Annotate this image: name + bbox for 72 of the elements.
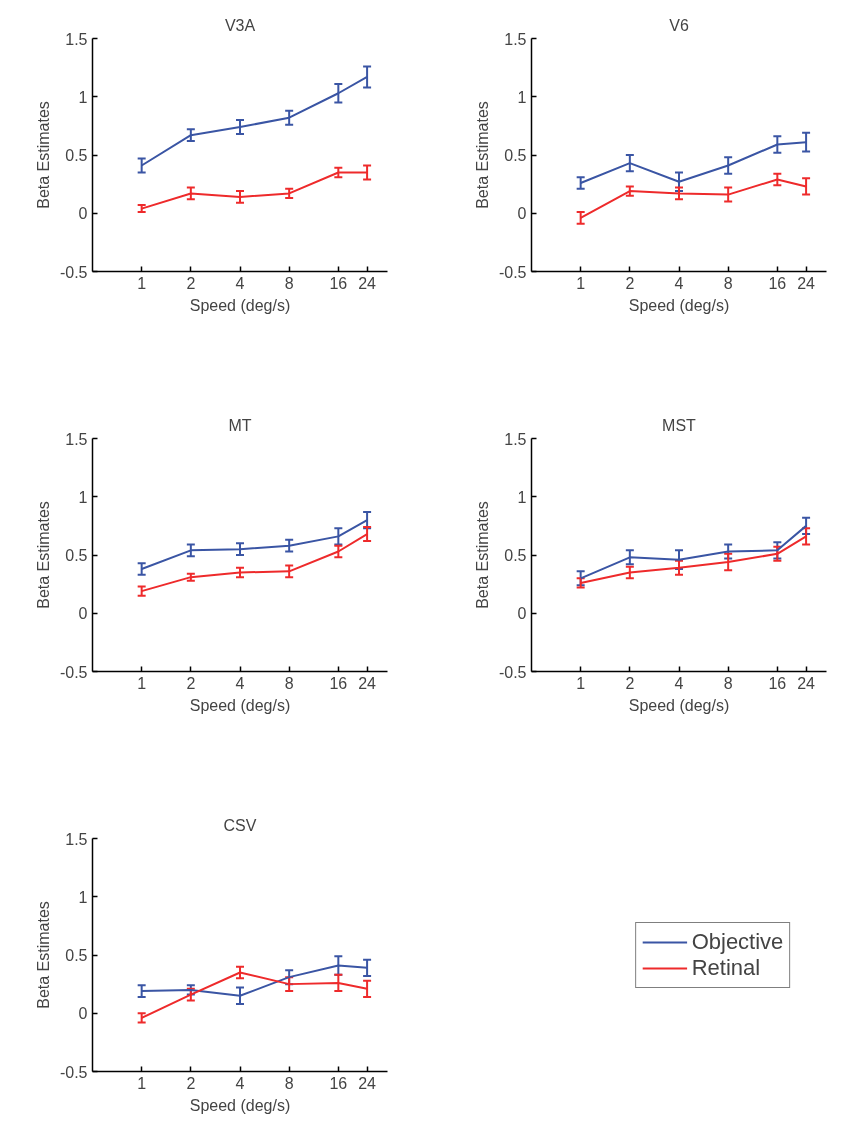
y-tick-label: 1.5 — [65, 830, 88, 848]
x-tick-label: 1 — [137, 674, 147, 692]
x-tick-label: 24 — [797, 274, 816, 292]
y-tick-label: 1 — [78, 88, 88, 106]
y-tick-label: 0 — [78, 1005, 88, 1023]
y-tick-label: 0 — [78, 205, 88, 223]
y-tick-label: 1 — [517, 488, 527, 506]
y-tick-label: -0.5 — [498, 663, 527, 681]
y-tick-label: 0.5 — [65, 147, 88, 164]
y-axis-title: Beta Estimates — [34, 901, 52, 1009]
x-tick-label: 8 — [284, 274, 294, 292]
chart-title: V6 — [669, 16, 689, 34]
x-axis-title: Speed (deg/s) — [628, 296, 730, 314]
chart-title: MST — [662, 416, 697, 434]
y-tick-label: 0.5 — [504, 547, 527, 564]
x-tick-label: 24 — [797, 674, 816, 692]
y-axis-title: Beta Estimates — [473, 101, 491, 209]
y-axis-title: Beta Estimates — [473, 501, 491, 609]
x-tick-label: 4 — [674, 674, 684, 692]
x-tick-label: 8 — [284, 1074, 294, 1092]
x-tick-label: 16 — [768, 274, 787, 292]
x-tick-label: 1 — [576, 674, 586, 692]
y-tick-label: 0.5 — [504, 147, 527, 164]
y-tick-label: 0 — [517, 205, 527, 223]
y-tick-label: 1.5 — [65, 30, 88, 48]
x-tick-label: 2 — [625, 674, 635, 692]
x-tick-label: 24 — [358, 1074, 377, 1092]
x-tick-label: 1 — [576, 274, 586, 292]
y-tick-label: 1.5 — [504, 30, 527, 48]
y-tick-label: 0 — [517, 605, 527, 623]
y-tick-label: 0.5 — [65, 947, 88, 964]
x-tick-label: 16 — [329, 674, 348, 692]
x-axis-title: Speed (deg/s) — [189, 296, 291, 314]
x-tick-label: 4 — [235, 674, 245, 692]
chart-title: V3A — [224, 16, 256, 34]
x-axis-title: Speed (deg/s) — [628, 696, 730, 714]
y-tick-label: -0.5 — [498, 263, 527, 281]
y-tick-label: 0 — [78, 605, 88, 623]
x-tick-label: 24 — [358, 674, 377, 692]
x-tick-label: 4 — [674, 274, 684, 292]
x-tick-label: 16 — [329, 274, 348, 292]
x-axis-title: Speed (deg/s) — [189, 1096, 291, 1114]
x-tick-label: 4 — [235, 274, 245, 292]
y-tick-label: 1.5 — [65, 430, 88, 448]
y-axis-title: Beta Estimates — [34, 101, 52, 209]
chart-title: CSV — [223, 816, 257, 834]
x-axis-title: Speed (deg/s) — [189, 696, 291, 714]
y-tick-label: 1 — [78, 888, 88, 906]
x-tick-label: 2 — [186, 674, 196, 692]
y-tick-label: -0.5 — [59, 663, 88, 681]
x-tick-label: 8 — [284, 674, 294, 692]
legend-label: Retinal — [691, 954, 761, 981]
y-tick-label: 1 — [78, 488, 88, 506]
x-tick-label: 1 — [137, 1074, 147, 1092]
x-tick-label: 16 — [768, 674, 787, 692]
x-tick-label: 4 — [235, 1074, 245, 1092]
y-tick-label: 0.5 — [65, 547, 88, 564]
x-tick-label: 8 — [723, 274, 733, 292]
y-tick-label: 1 — [517, 88, 527, 106]
x-tick-label: 2 — [625, 274, 635, 292]
legend-label: Objective — [691, 928, 784, 955]
x-tick-label: 2 — [186, 274, 196, 292]
x-tick-label: 2 — [186, 1074, 196, 1092]
y-tick-label: -0.5 — [59, 263, 88, 281]
y-tick-label: 1.5 — [504, 430, 527, 448]
y-axis-title: Beta Estimates — [34, 501, 52, 609]
y-tick-label: -0.5 — [59, 1063, 88, 1081]
x-tick-label: 8 — [723, 674, 733, 692]
x-tick-label: 24 — [358, 274, 377, 292]
x-tick-label: 1 — [137, 274, 147, 292]
chart-title: MT — [228, 416, 252, 434]
x-tick-label: 16 — [329, 1074, 348, 1092]
